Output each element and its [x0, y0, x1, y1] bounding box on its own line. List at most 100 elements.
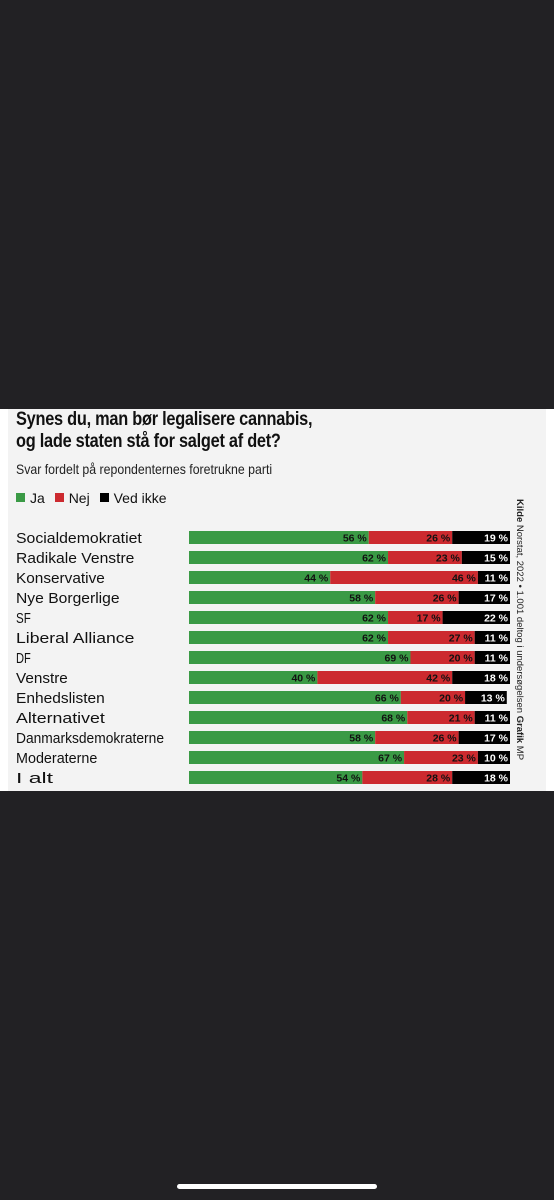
data-label: 62 %: [362, 633, 387, 645]
legend-swatch-nej: [54, 493, 64, 502]
bar-segment: [189, 671, 318, 684]
category-label: Radikale Venstre: [16, 551, 134, 567]
bar-segment: [452, 771, 510, 784]
data-label: 67 %: [378, 753, 403, 765]
source-text: Norstat, 2022 • 1.001 deltog i undersøge…: [514, 522, 525, 716]
data-label: 26 %: [433, 733, 458, 745]
bar-segment: [477, 751, 510, 764]
bar-segment: [375, 591, 459, 604]
bar-segment: [452, 531, 510, 544]
data-label: 62 %: [362, 613, 387, 625]
bar-segment: [330, 571, 478, 584]
data-label: 11 %: [485, 573, 509, 585]
category-label: Danmarksdemokraterne: [16, 731, 164, 747]
source-note: Kilde Norstat, 2022 • 1.001 deltog i und…: [514, 499, 525, 760]
data-label: 23 %: [452, 753, 477, 765]
category-label: I alt: [16, 771, 53, 787]
data-label: 17 %: [484, 733, 509, 745]
data-label: 20 %: [439, 693, 464, 705]
bar-segment: [189, 751, 405, 764]
legend-label-nej: Nej: [68, 489, 90, 506]
data-label: 62 %: [362, 553, 387, 565]
category-label: Moderaterne: [16, 751, 97, 767]
data-label: 17 %: [417, 613, 442, 625]
legend-item-nej: Nej: [54, 489, 90, 506]
chart-panel: Synes du, man bør legalisere cannabis, o…: [8, 409, 546, 791]
data-label: 11 %: [485, 633, 509, 645]
data-label: 18 %: [484, 673, 509, 685]
data-label: 58 %: [349, 733, 374, 745]
home-indicator: [177, 1184, 377, 1189]
bar-segment: [404, 751, 478, 764]
bar-segment: [189, 651, 411, 664]
bar-segment: [317, 671, 453, 684]
bar-segment: [461, 551, 510, 564]
bar-segment: [189, 591, 376, 604]
bar-segment: [388, 631, 475, 644]
data-label: 21 %: [449, 713, 474, 725]
bar-segment: [477, 571, 510, 584]
data-label: 44 %: [304, 573, 329, 585]
data-label: 68 %: [381, 713, 406, 725]
bar-segment: [474, 651, 510, 664]
bar-segment: [458, 591, 510, 604]
bar-segment: [368, 531, 453, 544]
chart-legend: Ja Nej Ved ikke: [16, 489, 173, 507]
bar-segment: [452, 671, 510, 684]
chart-subtitle: Svar fordelt på repondenternes foretrukn…: [16, 461, 273, 477]
bar-segment: [465, 691, 507, 704]
legend-swatch-ja: [16, 493, 25, 502]
category-label: Konservative: [16, 571, 105, 587]
category-label: Alternativet: [16, 711, 105, 727]
data-label: 40 %: [291, 673, 316, 685]
legend-label-ja: Ja: [30, 489, 45, 506]
data-label: 11 %: [485, 653, 509, 665]
bar-segment: [474, 631, 510, 644]
bar-segment: [388, 551, 462, 564]
category-label: Venstre: [16, 671, 68, 687]
bar-segment: [189, 611, 389, 624]
data-label: 17 %: [484, 593, 509, 605]
data-label: 23 %: [436, 553, 461, 565]
data-label: 58 %: [349, 593, 374, 605]
data-label: 56 %: [343, 533, 368, 545]
bar-segment: [189, 631, 389, 644]
data-label: 18 %: [484, 773, 509, 785]
data-label: 54 %: [336, 773, 361, 785]
bar-segment: [189, 691, 401, 704]
bar-segment: [189, 551, 389, 564]
stacked-bar-chart: Socialdemokratiet 56 % 26 % 19 % Radikale Ve…: [16, 531, 510, 787]
bar-segment: [474, 711, 510, 724]
data-label: 11 %: [485, 713, 509, 725]
data-label: 26 %: [426, 533, 451, 545]
category-label: Nye Borgerlige: [16, 591, 120, 607]
data-label: 66 %: [375, 693, 400, 705]
source-label: Kilde: [514, 499, 525, 523]
bar-segment: [362, 771, 453, 784]
bar-segment: [388, 611, 443, 624]
data-label: 27 %: [449, 633, 474, 645]
data-label: 13 %: [481, 693, 506, 705]
bar-segment: [458, 731, 510, 744]
data-label: 15 %: [484, 553, 509, 565]
category-label: Socialdemokratiet: [16, 531, 142, 547]
legend-item-ja: Ja: [16, 490, 45, 506]
credit-text: MP: [514, 743, 525, 761]
data-label: 20 %: [449, 653, 474, 665]
data-label: 19 %: [484, 533, 509, 545]
category-label: DF: [16, 651, 31, 667]
category-label: Liberal Alliance: [16, 631, 134, 647]
chart-title-line-2: og lade staten stå for salget af det?: [16, 431, 281, 452]
legend-swatch-ved-ikke: [99, 493, 109, 502]
bar-segment: [189, 711, 408, 724]
data-label: 46 %: [452, 573, 477, 585]
category-label: Enhedslisten: [16, 691, 105, 707]
legend-label-ved-ikke: Ved ikke: [113, 489, 167, 506]
data-label: 10 %: [484, 753, 509, 765]
data-label: 28 %: [426, 773, 451, 785]
credit-label: Grafik: [514, 715, 525, 744]
bar-segment: [442, 611, 510, 624]
bar-segment: [410, 651, 475, 664]
chart-card: Synes du, man bør legalisere cannabis, o…: [0, 409, 554, 791]
legend-item-ved-ikke: Ved ikke: [99, 489, 167, 506]
